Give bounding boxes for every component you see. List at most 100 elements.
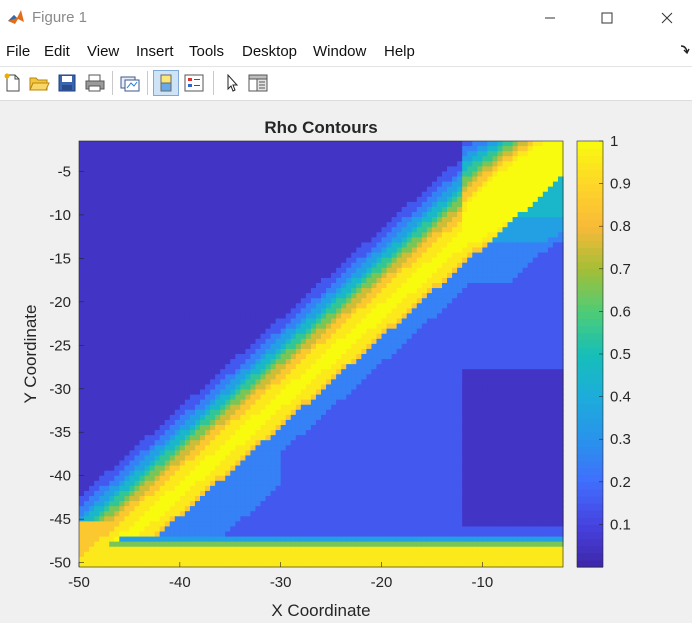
contour-cell xyxy=(205,379,211,386)
contour-cell xyxy=(245,206,252,213)
contour-cell xyxy=(225,445,231,451)
contour-cell xyxy=(235,536,241,543)
contour-cell xyxy=(250,141,257,147)
colorbar-button[interactable] xyxy=(153,70,179,96)
contour-cell xyxy=(265,176,272,183)
contour-cell xyxy=(189,526,196,533)
legend-button[interactable] xyxy=(181,70,207,96)
contour-cell xyxy=(260,333,267,340)
contour-cell xyxy=(84,384,90,391)
save-button[interactable] xyxy=(54,70,80,96)
contour-cell xyxy=(255,516,262,522)
contour-cell xyxy=(321,212,327,218)
contour-cell xyxy=(285,384,292,391)
contour-cell xyxy=(89,419,95,426)
contour-cell xyxy=(275,303,282,309)
contour-cell xyxy=(265,283,272,289)
contour-cell xyxy=(159,414,166,421)
contour-cell xyxy=(104,141,110,147)
contour-cell xyxy=(300,303,307,309)
contour-cell xyxy=(361,475,367,482)
contour-cell xyxy=(300,288,307,294)
contour-cell xyxy=(94,521,100,528)
open-button[interactable] xyxy=(26,70,52,96)
contour-cell xyxy=(194,546,201,553)
contour-cell xyxy=(260,141,267,147)
contour-cell xyxy=(164,343,171,350)
property-inspector-button[interactable] xyxy=(245,70,271,96)
contour-cell xyxy=(315,369,322,375)
contour-cell xyxy=(89,384,95,391)
menu-view[interactable]: View xyxy=(87,43,120,60)
dock-arrow-icon[interactable] xyxy=(680,44,690,56)
contour-cell xyxy=(225,272,231,279)
contour-cell xyxy=(265,308,272,315)
contour-cell xyxy=(351,348,357,355)
contour-cell xyxy=(104,146,110,152)
contour-cell xyxy=(321,485,327,492)
maximize-button[interactable] xyxy=(584,0,630,36)
contour-cell xyxy=(280,232,287,238)
menu-window[interactable]: Window xyxy=(313,43,367,60)
contour-cell xyxy=(245,425,252,431)
contour-cell xyxy=(230,303,236,309)
menu-edit[interactable]: Edit xyxy=(44,43,70,60)
contour-cell xyxy=(104,445,110,451)
contour-cell xyxy=(366,425,373,431)
menu-desktop[interactable]: Desktop xyxy=(242,43,298,60)
contour-cell xyxy=(250,470,257,477)
contour-cell xyxy=(371,176,378,183)
minimize-button[interactable] xyxy=(527,0,573,36)
contour-cell xyxy=(119,414,125,421)
contour-cell xyxy=(371,526,378,533)
print-button[interactable] xyxy=(82,70,108,96)
contour-cell xyxy=(200,141,206,147)
contour-cell xyxy=(104,161,110,167)
contour-cell xyxy=(84,288,90,294)
link-plot-button[interactable] xyxy=(117,70,143,96)
contour-cell xyxy=(99,257,105,264)
contour-cell xyxy=(94,399,100,406)
contour-cell xyxy=(336,369,342,375)
contour-cell xyxy=(159,323,166,330)
contour-cell xyxy=(255,435,262,441)
pointer-button[interactable] xyxy=(219,70,245,96)
contour-cell xyxy=(154,288,161,294)
contour-cell xyxy=(179,379,186,386)
contour-cell xyxy=(189,511,196,517)
menu-insert[interactable]: Insert xyxy=(136,43,174,60)
contour-cell xyxy=(215,222,221,228)
contour-cell xyxy=(255,338,262,345)
close-button[interactable] xyxy=(644,0,690,36)
contour-cell xyxy=(361,323,367,330)
contour-cell xyxy=(255,485,262,492)
new-figure-button[interactable] xyxy=(0,70,26,96)
contour-cell xyxy=(295,384,302,391)
menu-file[interactable]: File xyxy=(6,43,31,60)
contour-cell xyxy=(164,546,171,553)
contour-cell xyxy=(250,521,257,528)
contour-cell xyxy=(326,480,332,487)
contour-cell xyxy=(250,404,257,411)
contour-cell xyxy=(129,262,136,269)
contour-cell xyxy=(124,389,131,396)
contour-cell xyxy=(184,399,191,406)
contour-cell xyxy=(265,181,272,188)
contour-cell xyxy=(215,470,221,477)
contour-cell xyxy=(321,176,327,183)
contour-cell xyxy=(331,414,337,421)
contour-cell xyxy=(205,414,211,421)
menu-help[interactable]: Help xyxy=(384,43,415,60)
contour-cell xyxy=(240,277,246,284)
menu-tools[interactable]: Tools xyxy=(189,43,225,60)
contour-cell xyxy=(245,333,252,340)
contour-cell xyxy=(336,303,342,309)
contour-cell xyxy=(149,303,156,309)
contour-cell xyxy=(164,354,171,360)
contour-cell xyxy=(346,541,352,548)
contour-cell xyxy=(331,217,337,223)
contour-cell xyxy=(210,237,216,244)
contour-cell xyxy=(220,227,226,233)
contour-cell xyxy=(94,247,100,254)
